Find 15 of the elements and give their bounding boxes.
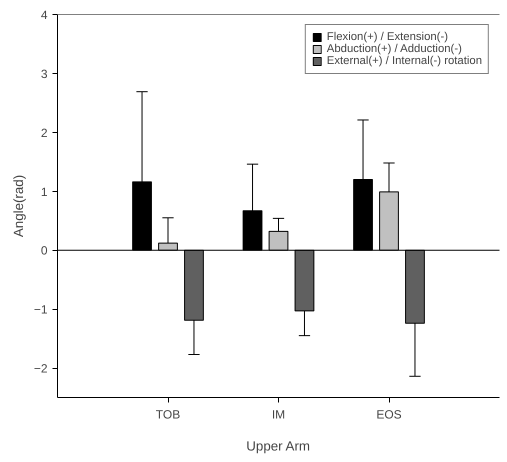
- x-axis-title: Upper Arm: [246, 438, 310, 454]
- x-tick-label: EOS: [376, 408, 402, 422]
- legend-label: Abduction(+) / Adduction(-): [326, 43, 462, 55]
- x-tick-label: TOB: [156, 408, 180, 422]
- y-axis-title: Angle(rad): [10, 174, 26, 238]
- y-tick-label: 4: [40, 8, 48, 22]
- y-tick-label: −1: [34, 302, 48, 317]
- x-tick-label: IM: [272, 408, 286, 422]
- y-tick-label: 0: [40, 244, 48, 258]
- legend-label: External(+) / Internal(-) rotation: [326, 55, 482, 67]
- legend-label: Flexion(+) / Extension(-): [326, 31, 448, 43]
- y-tick-label: −2: [34, 362, 48, 376]
- y-tick-label: 2: [40, 126, 48, 140]
- y-tick-label: 1: [40, 184, 48, 199]
- y-tick-label: 3: [40, 66, 48, 81]
